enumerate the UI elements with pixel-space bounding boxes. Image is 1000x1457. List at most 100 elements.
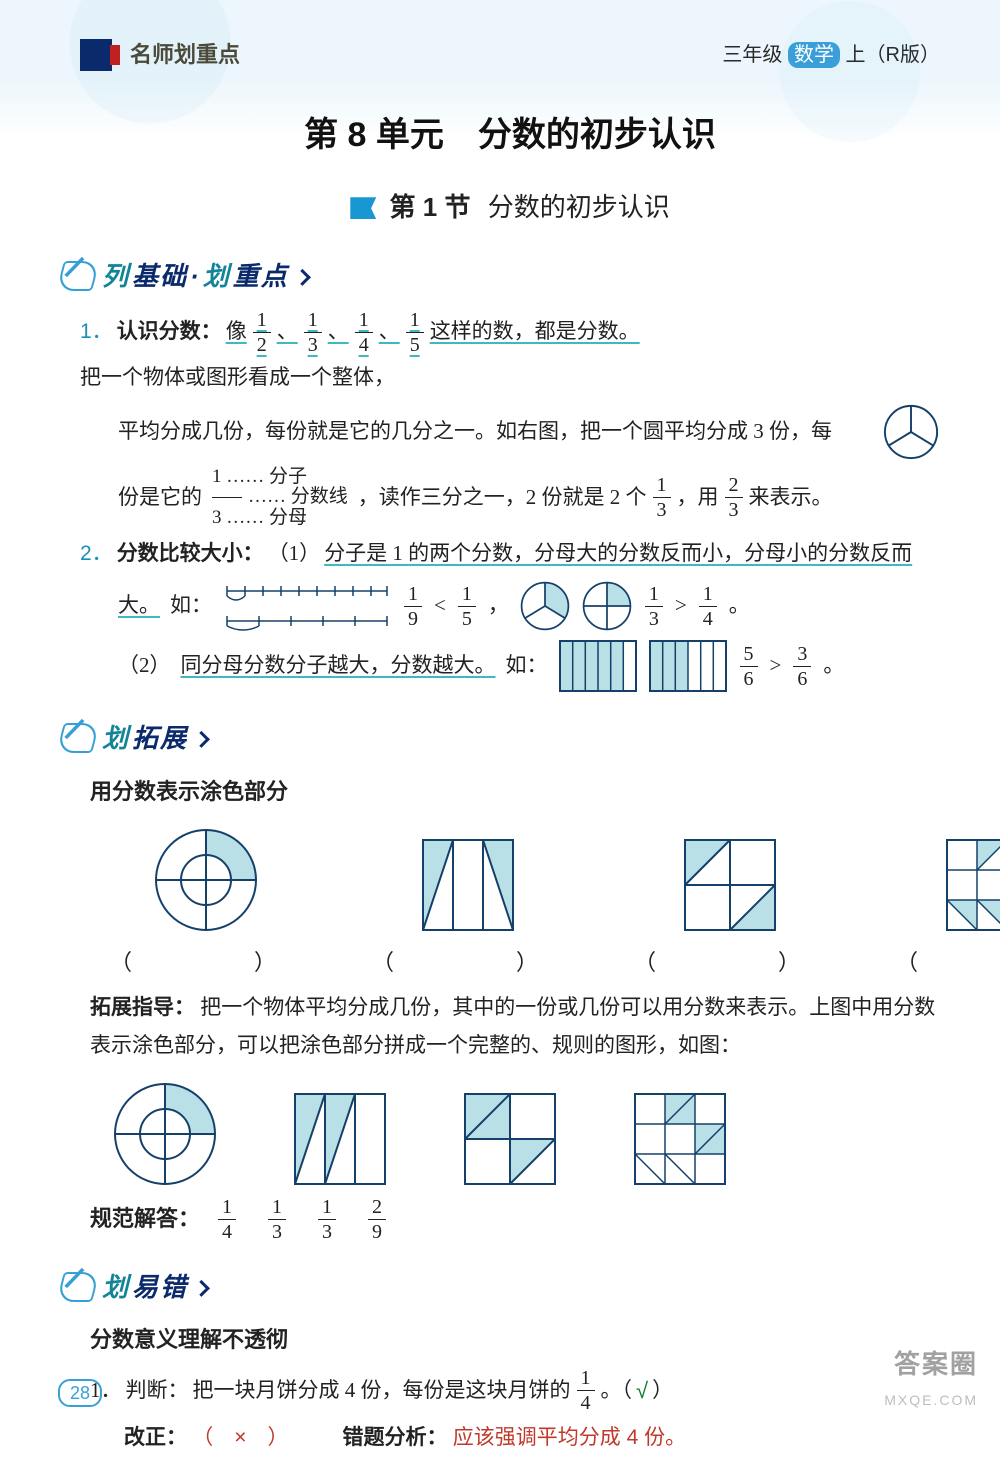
ana-label: 错题分析： <box>343 1425 448 1449</box>
sep: 、 <box>277 313 298 351</box>
fix-label: 改正： <box>124 1425 187 1449</box>
answers-label: 规范解答： <box>90 1199 200 1239</box>
ring-quarter-2-icon <box>110 1079 220 1189</box>
item2-label: 分数比较大小： <box>117 535 264 573</box>
err-line2: 改正： （ × ） 错题分析： 应该强调平均分成 4 份。 <box>124 1419 940 1457</box>
err-line1: 1． 判断： 把一块月饼分成 4 份，每份是这块月饼的 14 。（ √ ） <box>90 1368 940 1413</box>
square-diag-third-2-icon <box>460 1089 560 1189</box>
r3b: 易错 <box>132 1264 188 1311</box>
section-prefix: 第 1 节 <box>390 192 471 222</box>
annot-mid: …… 分数线 <box>248 487 348 508</box>
t: （1） <box>268 535 321 573</box>
t: 像 <box>226 313 247 351</box>
bars-3-6-icon <box>648 639 728 693</box>
t: 大。 <box>118 587 160 625</box>
item1-underline: 像 12 、 13 、 14 、 15 这样的数，都是分数。 <box>226 310 640 355</box>
paren: （ ） <box>110 943 302 983</box>
t: ） <box>652 1372 673 1410</box>
wm-l1: 答案圈 <box>884 1341 978 1388</box>
ribbon-icon <box>56 1272 100 1302</box>
shape-4: （ ） <box>896 835 1000 983</box>
pie-quarters-icon <box>581 580 633 632</box>
ribbon-label: 划 易错 <box>102 1264 188 1311</box>
op: < <box>434 587 446 625</box>
t: 如： <box>170 587 212 625</box>
square-diag-third-icon <box>680 835 780 935</box>
brand-block: 名师划重点 <box>80 35 240 75</box>
guide-text: 把一个物体平均分成几份，其中的一份或几份可以用分数来表示。上图中用分数表示涂色部… <box>90 995 935 1057</box>
expand-guide: 拓展指导： 把一个物体平均分成几份，其中的一份或几份可以用分数来表示。上图中用分… <box>90 989 940 1065</box>
item1-label: 认识分数： <box>117 313 222 351</box>
r1dot: · <box>190 253 201 300</box>
item1-line2: 平均分成几份，每份就是它的几分之一。如右图，把一个圆平均分成 3 份，每 <box>118 403 940 461</box>
annot-bar <box>212 497 242 498</box>
expand-heading: 用分数表示涂色部分 <box>90 772 940 812</box>
cmp1-l: 19 <box>404 584 422 629</box>
section-title: 第 1 节 分数的初步认识 <box>80 184 940 231</box>
cmp3-r: 36 <box>793 644 811 689</box>
err-heading: 分数意义理解不透彻 <box>90 1320 940 1360</box>
pie-thirds-icon <box>519 580 571 632</box>
frac-1-3b: 13 <box>653 475 671 520</box>
wm-l2: MXQE.COM <box>884 1388 978 1413</box>
t: 把一个物体或图形看成一个整体， <box>80 359 395 397</box>
comma: ， <box>488 587 509 625</box>
ans-3: 13 <box>318 1197 336 1242</box>
t: 份是它的 <box>118 479 202 517</box>
shape-2: （ ） <box>372 835 564 983</box>
frac-1-2: 12 <box>253 310 271 355</box>
grade-text: 三年级 <box>722 44 782 66</box>
t: （2） <box>118 647 171 685</box>
t: 如： <box>506 647 548 685</box>
paren: （ ） <box>372 943 564 983</box>
unit-title: 第 8 单元 分数的初步认识 <box>80 105 940 166</box>
ribbon-expand: 划 拓展 <box>60 715 940 762</box>
sep: 、 <box>379 313 400 351</box>
op: > <box>770 647 782 685</box>
square-tri-third-2-icon <box>290 1089 390 1189</box>
t: 来表示。 <box>749 479 833 517</box>
sep: 、 <box>328 313 349 351</box>
ribbon-tail-icon <box>193 731 210 748</box>
ana-text: 应该强调平均分成 4 份。 <box>453 1426 686 1449</box>
r1d: 重点 <box>233 253 289 300</box>
shape-3: （ ） <box>634 835 826 983</box>
t: ，用 <box>677 479 719 517</box>
section-name: 分数的初步认识 <box>488 192 670 222</box>
t: 这样的数，都是分数。 <box>430 313 640 351</box>
fix-text: （ × ） <box>192 1426 288 1449</box>
judge-label: 判断： <box>126 1372 189 1410</box>
shape-1: （ ） <box>110 825 302 983</box>
t: 。（ <box>601 1372 633 1410</box>
brand-text: 名师划重点 <box>130 35 240 75</box>
frac-1-4: 14 <box>577 1368 595 1413</box>
item1-line3: 份是它的 1 …… 分子 …… 分数线 3 …… 分母 ，读作三分之一，2 份就… <box>118 467 940 530</box>
r1b: 基础 <box>132 253 188 300</box>
cmp2-r: 14 <box>699 584 717 629</box>
op: > <box>675 587 687 625</box>
item1-num: 1． <box>80 313 113 351</box>
period: 。 <box>823 647 844 685</box>
ans-4: 29 <box>368 1197 386 1242</box>
page-number: 28 <box>58 1379 102 1407</box>
subject-pill: 数学 <box>788 42 840 68</box>
expand-shapes-row-2 <box>110 1079 940 1189</box>
ribbon-tail-icon <box>294 269 311 286</box>
watermark: 答案圈 MXQE.COM <box>884 1341 978 1413</box>
ribbon-mistake: 划 易错 <box>60 1264 940 1311</box>
cmp3-l: 56 <box>740 644 758 689</box>
logo-icon <box>80 39 112 71</box>
ribbon-basics: 列 基础 · 划 重点 <box>60 253 940 300</box>
paren: （ ） <box>634 943 826 983</box>
ribbon-icon <box>56 723 100 753</box>
square-tri-third-icon <box>418 835 518 935</box>
t: ，读作三分之一，2 份就是 2 个 <box>358 479 647 517</box>
ans-1: 14 <box>218 1197 236 1242</box>
t: 把一块月饼分成 4 份，每份是这块月饼的 <box>193 1372 571 1410</box>
header-right: 三年级 数学 上（R版） <box>722 37 940 73</box>
circle-thirds-icon <box>882 403 940 461</box>
check-mark: √ <box>636 1371 648 1411</box>
item2-line3: （2） 同分母分数分子越大，分数越大。 如： 56 > 36 。 <box>118 639 940 693</box>
ribbon-label: 划 拓展 <box>102 715 188 762</box>
cmp2-l: 13 <box>645 584 663 629</box>
